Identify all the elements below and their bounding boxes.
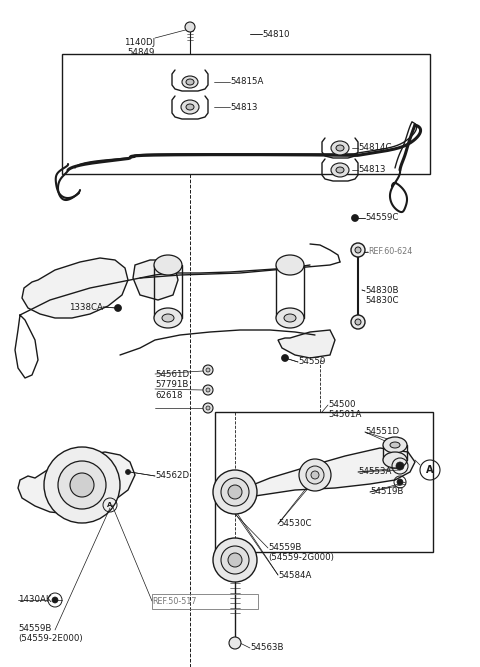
- Ellipse shape: [331, 141, 349, 155]
- Ellipse shape: [284, 314, 296, 322]
- Text: REF.50-517: REF.50-517: [152, 596, 196, 606]
- Circle shape: [203, 403, 213, 413]
- Ellipse shape: [181, 100, 199, 114]
- Text: 54562D: 54562D: [155, 472, 189, 480]
- Text: A: A: [108, 502, 113, 508]
- Polygon shape: [18, 452, 135, 514]
- Text: 54813: 54813: [358, 165, 385, 175]
- Ellipse shape: [336, 145, 344, 151]
- Ellipse shape: [154, 255, 182, 275]
- Circle shape: [355, 319, 361, 325]
- Text: 1338CA: 1338CA: [69, 303, 103, 311]
- Circle shape: [221, 478, 249, 506]
- Text: 54830B
54830C: 54830B 54830C: [365, 286, 398, 305]
- Text: 1140DJ
54849: 1140DJ 54849: [124, 38, 155, 57]
- Circle shape: [203, 365, 213, 375]
- Circle shape: [228, 485, 242, 499]
- Circle shape: [228, 553, 242, 567]
- Ellipse shape: [336, 167, 344, 173]
- Text: 54563B: 54563B: [250, 644, 284, 652]
- Text: 1430AK: 1430AK: [18, 596, 51, 604]
- Text: 54814C: 54814C: [358, 143, 392, 153]
- Ellipse shape: [162, 314, 174, 322]
- Ellipse shape: [383, 437, 407, 453]
- Text: 54551D: 54551D: [365, 428, 399, 436]
- Text: 54813: 54813: [230, 103, 257, 111]
- Polygon shape: [278, 330, 335, 358]
- Circle shape: [351, 315, 365, 329]
- Ellipse shape: [186, 104, 194, 110]
- Circle shape: [351, 243, 365, 257]
- Circle shape: [311, 471, 319, 479]
- Circle shape: [206, 406, 210, 410]
- Text: 54815A: 54815A: [230, 77, 264, 87]
- Circle shape: [396, 462, 404, 470]
- Ellipse shape: [331, 163, 349, 177]
- Circle shape: [125, 470, 131, 474]
- Circle shape: [299, 459, 331, 491]
- Text: A: A: [426, 465, 434, 475]
- Text: 54559C: 54559C: [365, 213, 398, 223]
- Text: 54584A: 54584A: [278, 570, 312, 580]
- Ellipse shape: [276, 255, 304, 275]
- Circle shape: [306, 466, 324, 484]
- Text: REF.60-624: REF.60-624: [368, 247, 412, 257]
- Circle shape: [185, 22, 195, 32]
- Circle shape: [397, 479, 403, 485]
- Circle shape: [70, 473, 94, 497]
- Ellipse shape: [276, 308, 304, 328]
- Ellipse shape: [390, 442, 400, 448]
- Circle shape: [52, 597, 58, 603]
- Circle shape: [206, 368, 210, 372]
- Text: 54500
54501A: 54500 54501A: [328, 400, 361, 420]
- Circle shape: [355, 247, 361, 253]
- Bar: [215, 412, 433, 552]
- Circle shape: [213, 538, 257, 582]
- Circle shape: [213, 470, 257, 514]
- Bar: [62, 54, 430, 174]
- Polygon shape: [222, 448, 415, 500]
- Ellipse shape: [383, 452, 407, 468]
- Text: 54559: 54559: [298, 358, 325, 366]
- Ellipse shape: [154, 308, 182, 328]
- Circle shape: [351, 215, 359, 221]
- Text: 54519B: 54519B: [370, 488, 403, 496]
- Circle shape: [58, 461, 106, 509]
- Circle shape: [44, 447, 120, 523]
- Polygon shape: [133, 260, 178, 300]
- Text: 54559B
(54559-2G000): 54559B (54559-2G000): [268, 543, 334, 562]
- Circle shape: [281, 354, 288, 362]
- Circle shape: [206, 388, 210, 392]
- Circle shape: [221, 546, 249, 574]
- Polygon shape: [22, 258, 128, 318]
- Ellipse shape: [182, 76, 198, 88]
- Circle shape: [229, 637, 241, 649]
- Text: 54530C: 54530C: [278, 520, 312, 528]
- Circle shape: [115, 305, 121, 311]
- Circle shape: [203, 385, 213, 395]
- Text: 54810: 54810: [262, 30, 289, 39]
- Text: 54559B
(54559-2E000): 54559B (54559-2E000): [18, 624, 83, 644]
- Text: 54553A: 54553A: [358, 468, 391, 476]
- Ellipse shape: [186, 79, 194, 85]
- Text: 54561D
57791B
62618: 54561D 57791B 62618: [155, 370, 189, 400]
